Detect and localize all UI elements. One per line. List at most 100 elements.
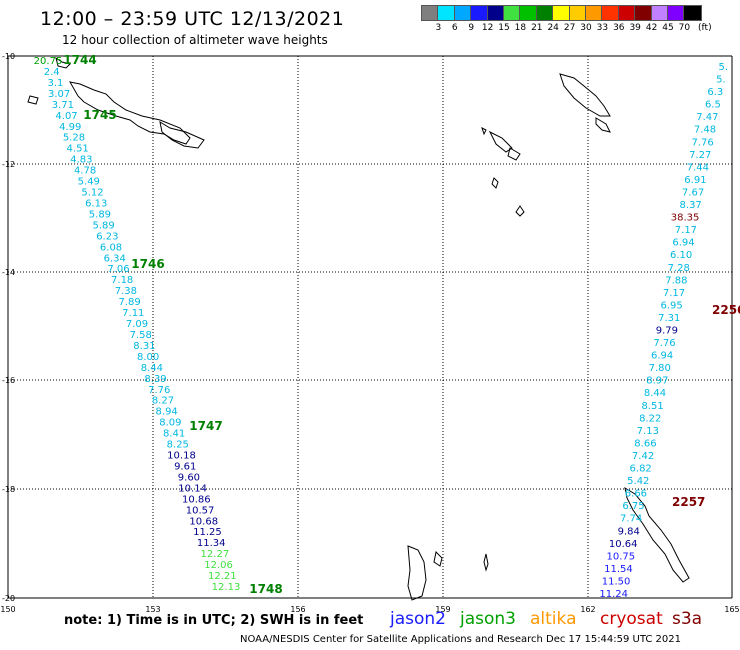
island-solomon-6 xyxy=(491,177,499,189)
colorbar-swatch xyxy=(634,5,653,21)
colorbar-swatch xyxy=(420,5,440,21)
colorbar-tick: 39 xyxy=(629,23,641,33)
colorbar-tick: 15 xyxy=(498,23,510,33)
swh-value: 7.80 xyxy=(649,363,671,374)
swh-value: 9.60 xyxy=(178,472,200,483)
legend-item: cryosat xyxy=(600,609,663,629)
colorbar-swatch xyxy=(486,5,506,21)
island-solomon-4 xyxy=(507,147,521,161)
credit-line: NOAA/NESDIS Center for Satellite Applica… xyxy=(240,634,682,645)
swh-value: 4.51 xyxy=(67,144,89,155)
swh-value: 12.27 xyxy=(201,549,230,560)
lat-label: -18 xyxy=(2,485,15,494)
swh-value: 11.54 xyxy=(604,564,633,575)
swh-value: 11.50 xyxy=(602,576,631,587)
swh-value: 7.06 xyxy=(107,264,129,275)
swh-value: 6.95 xyxy=(660,300,682,311)
swh-value: 2.4 xyxy=(44,67,60,78)
pass-time: 1746 xyxy=(131,257,164,271)
swh-value: 7.48 xyxy=(694,125,716,136)
swh-value: 8.97 xyxy=(646,376,668,387)
pass-time: 1747 xyxy=(189,419,222,433)
colorbar-swatch xyxy=(601,5,620,21)
lon-label: 150 xyxy=(0,605,15,614)
swh-value: 20.75 xyxy=(34,56,63,67)
island-solomon-5 xyxy=(515,205,525,217)
swh-value: 8.94 xyxy=(156,407,178,418)
lat-label: -14 xyxy=(2,268,15,277)
island-solomon-1 xyxy=(559,73,611,117)
swh-value: 6.94 xyxy=(651,351,673,362)
colorbar-tick: 21 xyxy=(531,23,543,33)
swh-value: 6.66 xyxy=(625,489,647,500)
swh-value: 8.27 xyxy=(152,396,174,407)
swh-value: 11.34 xyxy=(197,538,226,549)
swh-value: 5.89 xyxy=(89,209,111,220)
island-small-2 xyxy=(27,95,39,105)
colorbar-tick: 3 xyxy=(435,23,442,33)
island-solomon-3 xyxy=(488,130,513,153)
colorbar-swatch xyxy=(568,5,588,21)
swh-value: 10.57 xyxy=(186,505,215,516)
island-bougainville-north xyxy=(159,120,205,149)
island-solomon-2 xyxy=(595,117,611,133)
colorbar-tick: 70 xyxy=(678,23,691,33)
lon-label: 156 xyxy=(290,605,305,614)
footnote: note: 1) Time is in UTC; 2) SWH is in fe… xyxy=(64,613,364,628)
swh-value: 7.42 xyxy=(632,451,654,462)
swh-value: 5. xyxy=(716,75,726,86)
map-title: 12:00 – 23:59 UTC 12/13/2021 xyxy=(40,8,345,30)
swh-value: 4.99 xyxy=(59,122,81,133)
colorbar-tick: 33 xyxy=(596,23,609,33)
swh-value: 6.3 xyxy=(707,87,723,98)
swh-value: 12.21 xyxy=(208,571,237,582)
swh-value: 5.49 xyxy=(78,177,100,188)
colorbar-swatch xyxy=(666,5,686,21)
swh-value: 3.07 xyxy=(48,89,70,100)
swh-value: 5.28 xyxy=(63,133,85,144)
swh-value: 8.44 xyxy=(644,388,666,399)
swh-value: 10.18 xyxy=(167,451,196,462)
swh-value: 6.13 xyxy=(85,198,107,209)
lon-label: 165 xyxy=(724,605,739,614)
colorbar-tick: 24 xyxy=(547,23,559,33)
legend-item: s3a xyxy=(672,609,703,629)
island-small-3 xyxy=(407,545,427,601)
colorbar-tick: 18 xyxy=(514,23,527,33)
swh-value: 5.42 xyxy=(627,476,649,487)
swh-value: 7.76 xyxy=(148,385,170,396)
swh-value: 4.83 xyxy=(70,155,92,166)
swh-value: 3.71 xyxy=(52,100,74,111)
swh-value: 7.67 xyxy=(682,187,704,198)
swh-value: 7.17 xyxy=(675,225,697,236)
colorbar-tick: 12 xyxy=(481,23,494,33)
lon-label: 159 xyxy=(435,605,450,614)
swh-value: 7.44 xyxy=(687,162,709,173)
swh-value: 7.09 xyxy=(126,319,148,330)
swh-value: 6.94 xyxy=(672,238,694,249)
legend-item: altika xyxy=(530,609,577,629)
colorbar-swatch xyxy=(584,5,604,21)
swh-value: 7.74 xyxy=(620,514,642,525)
colorbar-swatch xyxy=(519,5,538,21)
colorbar-swatch xyxy=(617,5,637,21)
lat-label: -12 xyxy=(2,160,15,169)
swh-value: 6.5 xyxy=(705,100,721,111)
swh-value: 3.1 xyxy=(47,78,63,89)
island-small-6 xyxy=(481,127,487,136)
swh-value: 8.51 xyxy=(641,401,663,412)
colorbar-swatch xyxy=(470,5,489,21)
swh-value: 8.09 xyxy=(159,418,181,429)
swh-value: 9.84 xyxy=(618,526,640,537)
coastlines xyxy=(27,56,690,601)
swh-value: 12.13 xyxy=(212,582,241,593)
swh-value: 10.64 xyxy=(609,539,638,550)
pass-time: 2256 xyxy=(712,303,740,317)
lat-label: -16 xyxy=(2,376,15,385)
swh-value: 6.08 xyxy=(100,242,122,253)
swh-value: 12.06 xyxy=(204,560,233,571)
swh-value: 8.31 xyxy=(133,341,155,352)
island-new-britain xyxy=(69,81,191,145)
swh-value: 8.41 xyxy=(163,429,185,440)
swh-value: 7.31 xyxy=(658,313,680,324)
